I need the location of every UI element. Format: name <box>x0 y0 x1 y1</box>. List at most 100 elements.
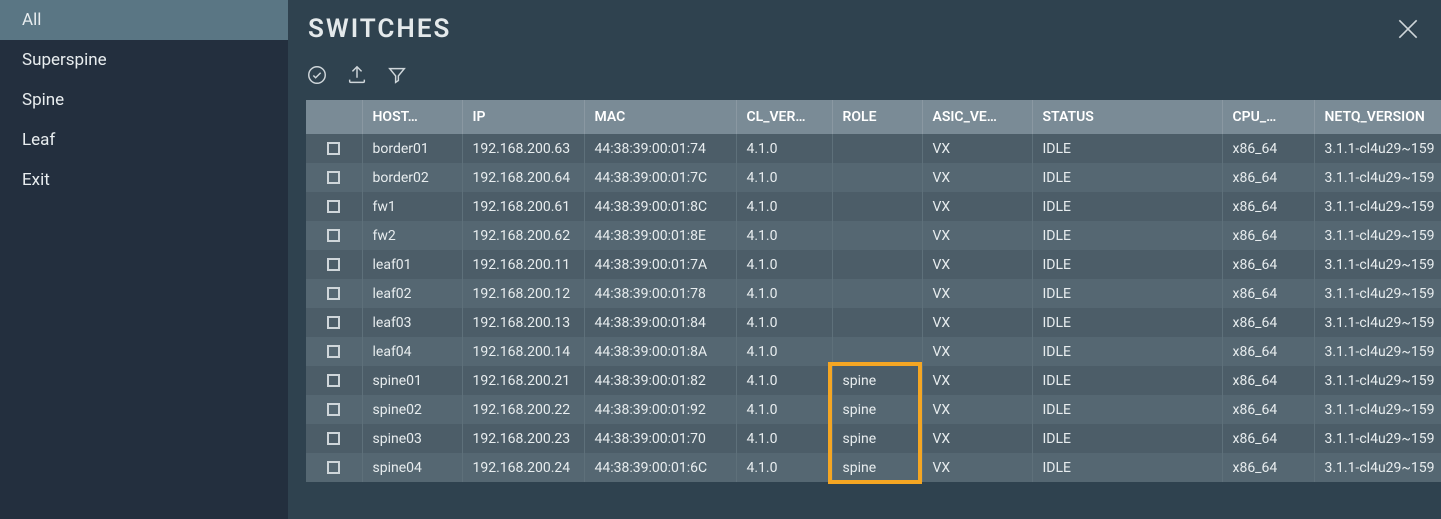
select-all-icon[interactable] <box>306 64 328 86</box>
cell-ver: 4.1.0 <box>736 163 832 192</box>
row-checkbox[interactable] <box>327 142 340 155</box>
table-row[interactable]: spine03192.168.200.2344:38:39:00:01:704.… <box>306 424 1441 453</box>
cell-cpu: x86_64 <box>1222 221 1314 250</box>
cell-cpu: x86_64 <box>1222 366 1314 395</box>
table-row[interactable]: leaf01192.168.200.1144:38:39:00:01:7A4.1… <box>306 250 1441 279</box>
cell-host: spine03 <box>362 424 462 453</box>
table-row[interactable]: spine02192.168.200.2244:38:39:00:01:924.… <box>306 395 1441 424</box>
row-checkbox[interactable] <box>327 316 340 329</box>
col-header-asic[interactable]: ASIC_VE… <box>922 100 1032 134</box>
table-row[interactable]: fw1192.168.200.6144:38:39:00:01:8C4.1.0V… <box>306 192 1441 221</box>
cell-mac: 44:38:39:00:01:78 <box>584 279 736 308</box>
col-header-role[interactable]: ROLE <box>832 100 922 134</box>
table-row[interactable]: fw2192.168.200.6244:38:39:00:01:8E4.1.0V… <box>306 221 1441 250</box>
cell-host: fw2 <box>362 221 462 250</box>
close-icon[interactable] <box>1395 16 1421 42</box>
cell-host: leaf02 <box>362 279 462 308</box>
cell-stat: IDLE <box>1032 163 1222 192</box>
cell-netq: 3.1.1-cl4u29~159 <box>1314 279 1441 308</box>
cell-stat: IDLE <box>1032 453 1222 482</box>
cell-stat: IDLE <box>1032 279 1222 308</box>
col-header-ip[interactable]: IP <box>462 100 584 134</box>
cell-host: fw1 <box>362 192 462 221</box>
cell-ver: 4.1.0 <box>736 308 832 337</box>
filter-icon[interactable] <box>386 64 408 86</box>
table-row[interactable]: leaf03192.168.200.1344:38:39:00:01:844.1… <box>306 308 1441 337</box>
table-row[interactable]: leaf04192.168.200.1444:38:39:00:01:8A4.1… <box>306 337 1441 366</box>
col-header-mac[interactable]: MAC <box>584 100 736 134</box>
cell-host: leaf04 <box>362 337 462 366</box>
cell-stat: IDLE <box>1032 134 1222 163</box>
row-checkbox[interactable] <box>327 374 340 387</box>
sidebar-item-spine[interactable]: Spine <box>0 80 288 120</box>
cell-host: border01 <box>362 134 462 163</box>
table-row[interactable]: spine01192.168.200.2144:38:39:00:01:824.… <box>306 366 1441 395</box>
cell-netq: 3.1.1-cl4u29~159 <box>1314 424 1441 453</box>
cell-ver: 4.1.0 <box>736 424 832 453</box>
row-checkbox[interactable] <box>327 432 340 445</box>
sidebar-item-exit[interactable]: Exit <box>0 160 288 200</box>
sidebar-item-all[interactable]: All <box>0 0 288 40</box>
cell-stat: IDLE <box>1032 250 1222 279</box>
row-checkbox[interactable] <box>327 403 340 416</box>
sidebar: AllSuperspineSpineLeafExit <box>0 0 288 519</box>
cell-role: spine <box>832 424 922 453</box>
row-checkbox[interactable] <box>327 287 340 300</box>
cell-netq: 3.1.1-cl4u29~159 <box>1314 453 1441 482</box>
cell-netq: 3.1.1-cl4u29~159 <box>1314 395 1441 424</box>
cell-ver: 4.1.0 <box>736 221 832 250</box>
cell-asic: VX <box>922 395 1032 424</box>
col-header-chk[interactable] <box>306 100 362 134</box>
cell-ip: 192.168.200.24 <box>462 453 584 482</box>
col-header-ver[interactable]: CL_VER… <box>736 100 832 134</box>
cell-mac: 44:38:39:00:01:8A <box>584 337 736 366</box>
cell-role: spine <box>832 395 922 424</box>
header: SWITCHES <box>288 0 1441 64</box>
cell-netq: 3.1.1-cl4u29~159 <box>1314 250 1441 279</box>
cell-cpu: x86_64 <box>1222 395 1314 424</box>
cell-role <box>832 134 922 163</box>
cell-mac: 44:38:39:00:01:92 <box>584 395 736 424</box>
cell-mac: 44:38:39:00:01:74 <box>584 134 736 163</box>
cell-stat: IDLE <box>1032 366 1222 395</box>
cell-cpu: x86_64 <box>1222 424 1314 453</box>
cell-ip: 192.168.200.62 <box>462 221 584 250</box>
cell-mac: 44:38:39:00:01:6C <box>584 453 736 482</box>
export-icon[interactable] <box>346 64 368 86</box>
cell-ip: 192.168.200.11 <box>462 250 584 279</box>
cell-asic: VX <box>922 424 1032 453</box>
row-checkbox[interactable] <box>327 200 340 213</box>
cell-host: spine04 <box>362 453 462 482</box>
row-checkbox[interactable] <box>327 229 340 242</box>
cell-ip: 192.168.200.23 <box>462 424 584 453</box>
row-checkbox[interactable] <box>327 258 340 271</box>
cell-cpu: x86_64 <box>1222 163 1314 192</box>
cell-asic: VX <box>922 192 1032 221</box>
cell-cpu: x86_64 <box>1222 250 1314 279</box>
cell-host: leaf01 <box>362 250 462 279</box>
cell-asic: VX <box>922 453 1032 482</box>
table-row[interactable]: spine04192.168.200.2444:38:39:00:01:6C4.… <box>306 453 1441 482</box>
sidebar-item-superspine[interactable]: Superspine <box>0 40 288 80</box>
cell-role <box>832 279 922 308</box>
table-row[interactable]: border01192.168.200.6344:38:39:00:01:744… <box>306 134 1441 163</box>
cell-stat: IDLE <box>1032 308 1222 337</box>
col-header-stat[interactable]: STATUS <box>1032 100 1222 134</box>
cell-ip: 192.168.200.12 <box>462 279 584 308</box>
table-row[interactable]: leaf02192.168.200.1244:38:39:00:01:784.1… <box>306 279 1441 308</box>
row-checkbox[interactable] <box>327 171 340 184</box>
col-header-netq[interactable]: NETQ_VERSION <box>1314 100 1441 134</box>
cell-host: spine01 <box>362 366 462 395</box>
row-checkbox[interactable] <box>327 345 340 358</box>
cell-role <box>832 221 922 250</box>
table-row[interactable]: border02192.168.200.6444:38:39:00:01:7C4… <box>306 163 1441 192</box>
cell-ver: 4.1.0 <box>736 279 832 308</box>
cell-role <box>832 192 922 221</box>
col-header-host[interactable]: HOST… <box>362 100 462 134</box>
cell-netq: 3.1.1-cl4u29~159 <box>1314 221 1441 250</box>
row-checkbox[interactable] <box>327 461 340 474</box>
sidebar-item-leaf[interactable]: Leaf <box>0 120 288 160</box>
cell-cpu: x86_64 <box>1222 279 1314 308</box>
cell-netq: 3.1.1-cl4u29~159 <box>1314 192 1441 221</box>
col-header-cpu[interactable]: CPU_… <box>1222 100 1314 134</box>
